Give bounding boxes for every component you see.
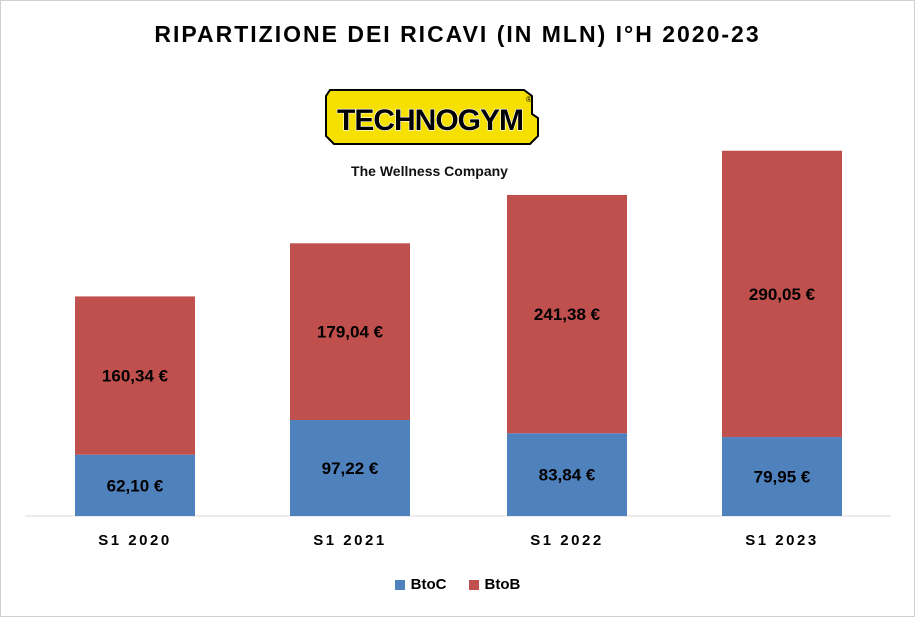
bar-btob [290, 243, 410, 421]
bar-btob [722, 150, 842, 438]
legend: BtoC BtoB [1, 576, 914, 593]
legend-item-btob: BtoB [468, 576, 521, 593]
technogym-logo: TECHNOGYM ® [324, 88, 539, 153]
x-tick-label: S1 2022 [530, 532, 603, 549]
x-tick-label: S1 2021 [313, 532, 386, 549]
data-label-btob: 179,04 € [317, 323, 384, 342]
data-label-btob: 290,05 € [749, 285, 816, 304]
chart-title: RIPARTIZIONE DEI RICAVI (IN MLN) I°H 202… [154, 21, 761, 47]
data-label-btob: 241,38 € [534, 305, 601, 324]
bar-btob [75, 296, 195, 455]
registered-mark: ® [526, 95, 532, 104]
legend-label-btob: BtoB [484, 576, 521, 593]
bar-btob [507, 194, 627, 434]
data-label-btob: 160,34 € [102, 367, 169, 386]
legend-label-btoc: BtoC [410, 576, 447, 593]
bar-btoc [75, 454, 195, 516]
legend-swatch-btob [468, 579, 479, 590]
logo-tagline: The Wellness Company [351, 163, 508, 179]
legend-item-btoc: BtoC [394, 576, 447, 593]
bar-btoc [722, 437, 842, 516]
x-tick-label: S1 2020 [98, 532, 171, 549]
data-label-btoc: 62,10 € [107, 476, 164, 495]
legend-swatch-btoc [394, 579, 405, 590]
technogym-logo-graphic: TECHNOGYM ® [325, 89, 539, 145]
logo-brand-text: TECHNOGYM [337, 104, 523, 137]
data-label-btoc: 83,84 € [539, 466, 596, 485]
data-label-btoc: 79,95 € [754, 468, 811, 487]
x-tick-label: S1 2023 [745, 532, 818, 549]
data-label-btoc: 97,22 € [322, 459, 379, 478]
bar-btoc [290, 420, 410, 516]
bar-btoc [507, 433, 627, 516]
bar-group: 62,10 € 160,34 € S1 2020 97,22 € 179,04 € S1 … [75, 150, 842, 549]
